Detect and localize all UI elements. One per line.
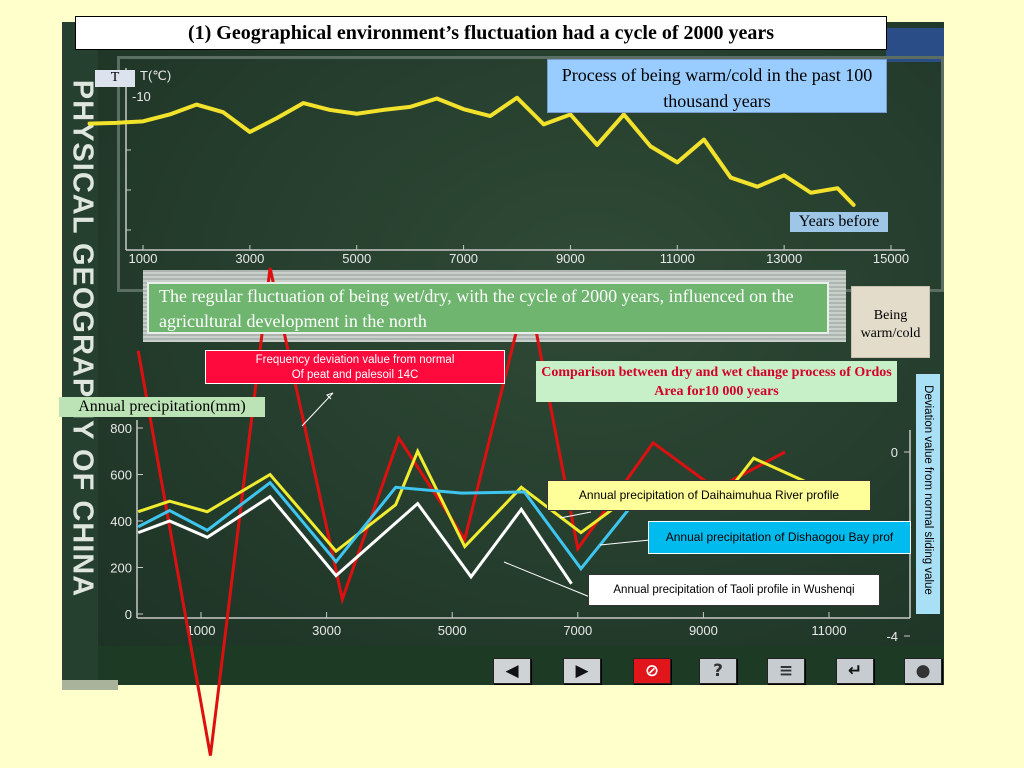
precip-x-tick-label: 7000 <box>563 623 592 638</box>
forward-button[interactable]: ▶ <box>563 658 601 684</box>
callout-lines <box>301 392 651 598</box>
footprint-icon: ● <box>915 661 931 681</box>
process-label: Process of being warm/cold in the past 1… <box>547 59 887 113</box>
series-line-red <box>136 267 786 756</box>
footprint-button[interactable]: ● <box>904 658 942 684</box>
arrow-right-icon: ▶ <box>575 661 589 681</box>
deviation-axis-label: Deviation value from normal sliding valu… <box>916 374 940 614</box>
precip-x-tick-label: 5000 <box>438 623 467 638</box>
precip-y-tick-label: 400 <box>110 514 132 529</box>
temperature-x-tick-label: 5000 <box>342 251 371 266</box>
temperature-x-tick-label: 9000 <box>556 251 585 266</box>
annual-callout-line <box>301 392 334 427</box>
temperature-x-tick-label: 3000 <box>235 251 264 266</box>
arrow-left-icon: ◀ <box>505 661 519 681</box>
temperature-y-tick: -10 <box>132 89 151 104</box>
frequency-legend-line2: Of peat and palesoil 14C <box>291 369 419 381</box>
corner-block <box>62 680 118 690</box>
back-button[interactable]: ◀ <box>493 658 531 684</box>
annual-precipitation-label: Annual precipitation(mm) <box>59 397 265 417</box>
temperature-line <box>87 95 856 207</box>
precip-x-tick-label: 3000 <box>312 623 341 638</box>
annual-callout-arrowhead <box>326 392 334 400</box>
temperature-x-tick-label: 7000 <box>449 251 478 266</box>
precip-y2-tick-label: -4 <box>886 629 898 644</box>
frequency-legend-line1: Frequency deviation value from normal <box>255 354 455 366</box>
precip-y-tick-label: 600 <box>110 468 132 483</box>
temperature-chart: -10 T(℃) 1000 3000 5000 7000 9000 11000 13000 150… <box>87 68 909 266</box>
precip-y-tick-label: 0 <box>125 607 132 622</box>
help-button[interactable]: ? <box>699 658 737 684</box>
temperature-x-tick-label: 13000 <box>766 251 802 266</box>
vertical-strip <box>62 22 98 690</box>
temperature-x-tick-label: 15000 <box>873 251 909 266</box>
temperature-x-tick-label: 11000 <box>660 251 695 266</box>
precip-x-tick-label: 1000 <box>187 623 216 638</box>
frequency-legend-box: Frequency deviation value from normal Of… <box>205 350 505 384</box>
series-line-cyan <box>137 480 636 572</box>
daihai-callout-line <box>559 511 592 519</box>
precip-y2-tick-label: 0 <box>891 445 898 460</box>
dishao-legend: Annual precipitation of Dishaogou Bay pr… <box>648 521 911 554</box>
warm-cold-button[interactable]: Being warm/cold <box>851 286 930 358</box>
taoli-legend: Annual precipitation of Taoli profile in… <box>588 574 880 606</box>
series-line-white <box>137 494 573 585</box>
question-icon: ? <box>713 661 723 681</box>
menu-icon: ≡ <box>778 661 794 681</box>
temperature-y-label: T(℃) <box>140 68 171 83</box>
dishao-callout-line <box>599 539 651 546</box>
slide-title: (1) Geographical environment’s fluctuati… <box>75 16 887 50</box>
comparison-title: Comparison between dry and wet change pr… <box>536 361 897 402</box>
precip-x-tick-label: 11000 <box>811 623 846 638</box>
temperature-x-tick-label: 1000 <box>129 251 158 266</box>
taoli-callout-line <box>503 561 591 598</box>
regular-fluctuation-label: The regular fluctuation of being wet/dry… <box>147 282 829 334</box>
precip-y-tick-label: 800 <box>110 421 132 436</box>
deviation-axis-text: Deviation value from normal sliding valu… <box>922 385 934 595</box>
return-icon: ↵ <box>847 661 863 681</box>
no-entry-icon: ⊘ <box>644 661 660 681</box>
return-button[interactable]: ↵ <box>836 658 874 684</box>
precip-x-tick-label: 9000 <box>689 623 718 638</box>
t-label: T <box>95 70 135 87</box>
precip-y-tick-label: 200 <box>110 561 132 576</box>
exit-button[interactable]: ⊘ <box>633 658 671 684</box>
menu-button[interactable]: ≡ <box>767 658 805 684</box>
daihai-legend: Annual precipitation of Daihaimuhua Rive… <box>547 480 871 511</box>
years-before-label: Years before <box>790 212 888 232</box>
